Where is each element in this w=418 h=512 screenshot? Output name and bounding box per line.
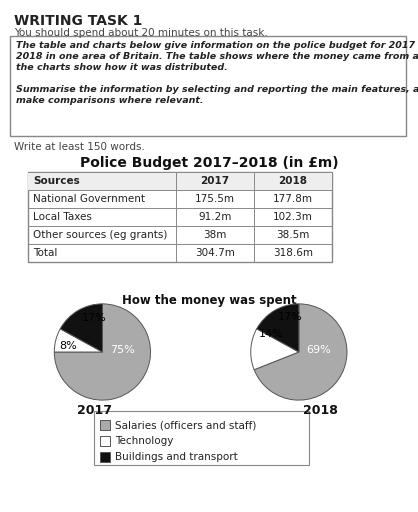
Text: 17%: 17%: [278, 312, 303, 323]
Text: the charts show how it was distributed.: the charts show how it was distributed.: [16, 63, 228, 72]
Text: Write at least 150 words.: Write at least 150 words.: [14, 142, 145, 152]
Text: Salaries (officers and staff): Salaries (officers and staff): [115, 420, 256, 430]
Text: make comparisons where relevant.: make comparisons where relevant.: [16, 96, 204, 105]
Wedge shape: [254, 304, 347, 400]
Text: 2017: 2017: [77, 404, 112, 417]
Text: Police Budget 2017–2018 (in £m): Police Budget 2017–2018 (in £m): [80, 156, 338, 170]
Text: 2018: 2018: [278, 176, 308, 186]
Text: The table and charts below give information on the police budget for 2017 and: The table and charts below give informat…: [16, 41, 418, 50]
Text: 38.5m: 38.5m: [276, 230, 310, 240]
Bar: [28, 172, 332, 190]
Wedge shape: [257, 304, 299, 352]
Wedge shape: [60, 304, 102, 352]
Text: 14%: 14%: [259, 329, 283, 339]
Text: 75%: 75%: [110, 345, 135, 355]
Bar: [28, 172, 332, 262]
Text: Sources: Sources: [33, 176, 80, 186]
Text: How the money was spent: How the money was spent: [122, 294, 296, 307]
Text: 2018 in one area of Britain. The table shows where the money came from and: 2018 in one area of Britain. The table s…: [16, 52, 418, 61]
Wedge shape: [251, 329, 299, 370]
Bar: [100, 420, 110, 430]
Bar: [94, 411, 309, 465]
Text: 175.5m: 175.5m: [195, 194, 235, 204]
Text: 102.3m: 102.3m: [273, 212, 313, 222]
Text: 8%: 8%: [59, 341, 76, 351]
Text: Summarise the information by selecting and reporting the main features, and: Summarise the information by selecting a…: [16, 85, 418, 94]
Text: Buildings and transport: Buildings and transport: [115, 452, 238, 462]
Text: Technology: Technology: [115, 436, 173, 446]
Wedge shape: [54, 304, 150, 400]
Text: 91.2m: 91.2m: [198, 212, 232, 222]
Text: 38m: 38m: [203, 230, 227, 240]
Text: 17%: 17%: [82, 313, 106, 323]
Text: 304.7m: 304.7m: [195, 248, 235, 258]
Text: 318.6m: 318.6m: [273, 248, 313, 258]
Text: 69%: 69%: [307, 345, 331, 355]
Bar: [100, 436, 110, 446]
Text: You should spend about 20 minutes on this task.: You should spend about 20 minutes on thi…: [14, 28, 268, 38]
Text: Other sources (eg grants): Other sources (eg grants): [33, 230, 167, 240]
Text: National Government: National Government: [33, 194, 145, 204]
Text: 177.8m: 177.8m: [273, 194, 313, 204]
Wedge shape: [54, 329, 102, 352]
Text: Local Taxes: Local Taxes: [33, 212, 92, 222]
Text: 2018: 2018: [303, 404, 337, 417]
Text: WRITING TASK 1: WRITING TASK 1: [14, 14, 143, 28]
Text: Total: Total: [33, 248, 57, 258]
Bar: [100, 452, 110, 462]
Text: 2017: 2017: [201, 176, 229, 186]
FancyBboxPatch shape: [10, 36, 406, 136]
